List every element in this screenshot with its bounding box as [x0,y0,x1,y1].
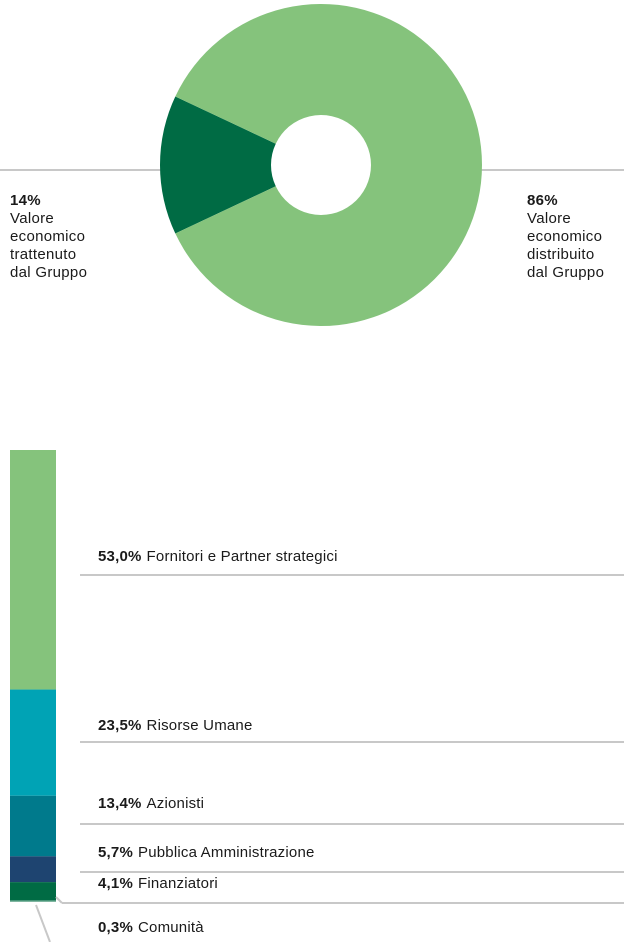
bar-label: 23,5% Risorse Umane [98,717,253,734]
bar-label: 13,4% Azionisti [98,795,204,812]
bar-category: Risorse Umane [147,717,253,734]
pie-label: 86% Valore economico distribuito dal Gru… [527,192,617,282]
bar-value-label: 23,5% [98,717,142,734]
bar-segment [10,689,56,796]
bar-segment [10,795,56,857]
bar-segment [10,882,56,901]
bar-label: 4,1% Finanziatori [98,875,218,892]
bar-value-label: 0,3% [98,919,133,936]
pie-value-label: 14% [10,192,41,209]
bar-label: 53,0% Fornitori e Partner strategici [98,548,338,565]
pie-value-label: 86% [527,192,558,209]
bar-value-label: 4,1% [98,875,133,892]
donut-slice [175,4,482,327]
bar-category: Finanziatori [138,875,218,892]
bar-segment [10,900,56,902]
bar-segment [10,856,56,883]
bar-value-label: 53,0% [98,548,142,565]
pie-label: 14% Valore economico trattenuto dal Grup… [10,192,100,282]
bar-value-label: 5,7% [98,844,133,861]
donut-slice [159,96,276,234]
pie-category: Valore economico trattenuto dal Gruppo [10,210,88,281]
bar-category: Comunità [138,919,204,936]
bar-label: 5,7% Pubblica Amministrazione [98,844,315,861]
bar-category: Azionisti [147,795,205,812]
bar-value-label: 13,4% [98,795,142,812]
leader-line [35,904,51,942]
bar-label: 0,3% Comunità [98,919,204,936]
pie-category: Valore economico distribuito dal Gruppo [527,210,605,281]
bar-segment [10,450,56,690]
bar-category: Pubblica Amministrazione [138,844,315,861]
leader-line [55,896,63,904]
bar-category: Fornitori e Partner strategici [147,548,338,565]
